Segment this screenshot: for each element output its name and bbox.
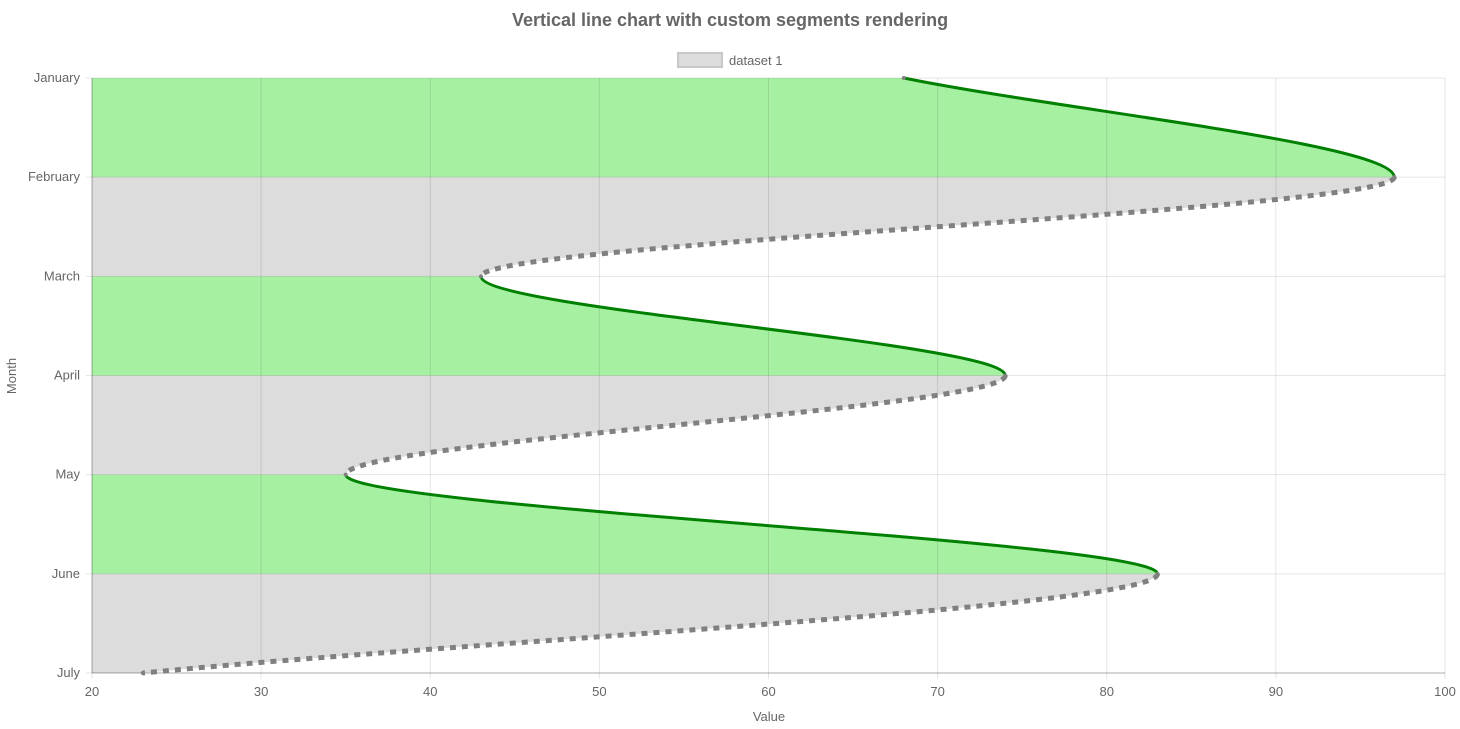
line-segment-rising[interactable] bbox=[903, 76, 1396, 178]
segment-fill bbox=[92, 276, 1006, 376]
y-tick-label: January bbox=[34, 70, 81, 85]
x-tick-label: 90 bbox=[1269, 684, 1283, 699]
x-tick-label: 40 bbox=[423, 684, 437, 699]
legend-swatch[interactable] bbox=[677, 52, 723, 68]
area-fills bbox=[92, 78, 1395, 673]
data-point[interactable] bbox=[1392, 175, 1397, 180]
data-point[interactable] bbox=[343, 472, 348, 477]
data-point[interactable] bbox=[140, 671, 145, 675]
segment-fill bbox=[92, 177, 1395, 277]
segment-fill bbox=[92, 375, 1006, 475]
data-point[interactable] bbox=[1155, 571, 1160, 576]
line-segment-falling[interactable] bbox=[142, 572, 1160, 676]
line-segment-falling[interactable] bbox=[478, 174, 1397, 279]
y-axis-ticks: January February March April May June July bbox=[28, 70, 81, 680]
data-point[interactable] bbox=[901, 76, 906, 80]
segment-fill bbox=[92, 78, 1395, 178]
grid-lines bbox=[86, 77, 1446, 679]
x-tick-label: 80 bbox=[1100, 684, 1114, 699]
line-segment-falling[interactable] bbox=[343, 374, 1008, 477]
y-axis-title: Month bbox=[4, 358, 19, 394]
x-axis-title: Value bbox=[753, 709, 785, 724]
segment-fill bbox=[92, 573, 1158, 673]
data-point[interactable] bbox=[478, 274, 483, 279]
y-tick-label: April bbox=[54, 368, 80, 383]
x-tick-label: 30 bbox=[254, 684, 268, 699]
series-line bbox=[140, 76, 1397, 676]
y-tick-label: June bbox=[52, 566, 80, 581]
segment-fill bbox=[92, 474, 1158, 574]
legend-label[interactable]: dataset 1 bbox=[729, 53, 783, 68]
y-tick-label: February bbox=[28, 169, 81, 184]
line-segment-rising[interactable] bbox=[479, 275, 1007, 377]
x-tick-label: 50 bbox=[592, 684, 606, 699]
legend[interactable]: dataset 1 bbox=[677, 52, 783, 68]
y-tick-label: July bbox=[57, 665, 81, 680]
line-segment-rising[interactable] bbox=[344, 473, 1159, 576]
x-tick-label: 60 bbox=[761, 684, 775, 699]
chart-title: Vertical line chart with custom segments… bbox=[512, 10, 948, 30]
y-tick-label: March bbox=[44, 268, 80, 283]
x-tick-label: 100 bbox=[1434, 684, 1456, 699]
x-tick-label: 70 bbox=[930, 684, 944, 699]
data-point[interactable] bbox=[1003, 373, 1008, 378]
x-tick-label: 20 bbox=[85, 684, 99, 699]
y-tick-label: May bbox=[55, 467, 80, 482]
x-axis-ticks: 20 30 40 50 60 70 80 90 100 bbox=[85, 684, 1456, 699]
